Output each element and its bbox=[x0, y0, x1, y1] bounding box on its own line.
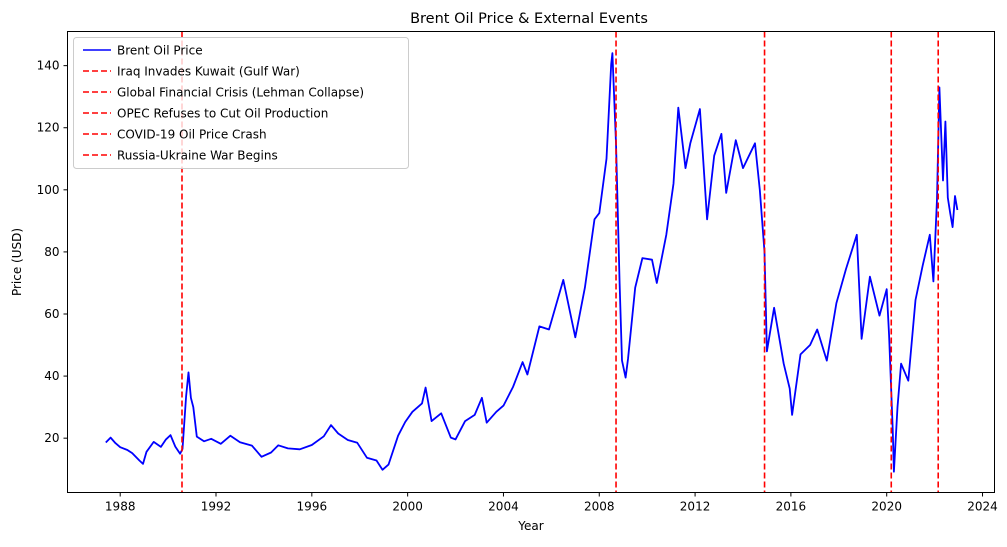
y-tick-label: 60 bbox=[44, 307, 59, 321]
x-tick-label: 2000 bbox=[392, 500, 423, 514]
legend-frame bbox=[73, 37, 409, 169]
x-tick-label: 2020 bbox=[871, 500, 902, 514]
x-tick-label: 2024 bbox=[967, 500, 998, 514]
x-tick-label: 2008 bbox=[584, 500, 615, 514]
x-tick-label: 2012 bbox=[680, 500, 711, 514]
legend-label-price: Brent Oil Price bbox=[117, 44, 203, 58]
y-tick-label: 100 bbox=[37, 183, 60, 197]
legend-label-event-1: Iraq Invades Kuwait (Gulf War) bbox=[117, 65, 300, 79]
chart-title: Brent Oil Price & External Events bbox=[410, 11, 648, 27]
y-tick-label: 40 bbox=[44, 369, 59, 383]
x-axis-ticks: 1988 1992 1996 2000 2004 2008 2012 2016 2020 2024 bbox=[105, 492, 998, 514]
y-axis-label: Price (USD) bbox=[10, 228, 24, 296]
legend-label-event-4: COVID-19 Oil Price Crash bbox=[117, 128, 267, 142]
x-tick-label: 1992 bbox=[201, 500, 232, 514]
x-tick-label: 2004 bbox=[488, 500, 519, 514]
y-axis-ticks: 20 40 60 80 100 120 140 bbox=[37, 59, 68, 445]
legend-label-event-3: OPEC Refuses to Cut Oil Production bbox=[117, 107, 328, 121]
x-axis-label: Year bbox=[517, 519, 543, 533]
series-line-0 bbox=[105, 52, 959, 473]
x-tick-label: 1996 bbox=[297, 500, 328, 514]
y-tick-label: 120 bbox=[37, 121, 60, 135]
plot-frame bbox=[67, 31, 995, 493]
y-tick-label: 20 bbox=[44, 431, 59, 445]
x-tick-label: 1988 bbox=[105, 500, 136, 514]
legend: Brent Oil Price Iraq Invades Kuwait (Gul… bbox=[73, 37, 409, 169]
legend-label-event-5: Russia-Ukraine War Begins bbox=[117, 149, 278, 163]
legend-label-event-2: Global Financial Crisis (Lehman Collapse… bbox=[117, 86, 364, 100]
y-tick-label: 80 bbox=[44, 245, 59, 259]
x-tick-label: 2016 bbox=[776, 500, 807, 514]
y-tick-label: 140 bbox=[37, 59, 60, 73]
